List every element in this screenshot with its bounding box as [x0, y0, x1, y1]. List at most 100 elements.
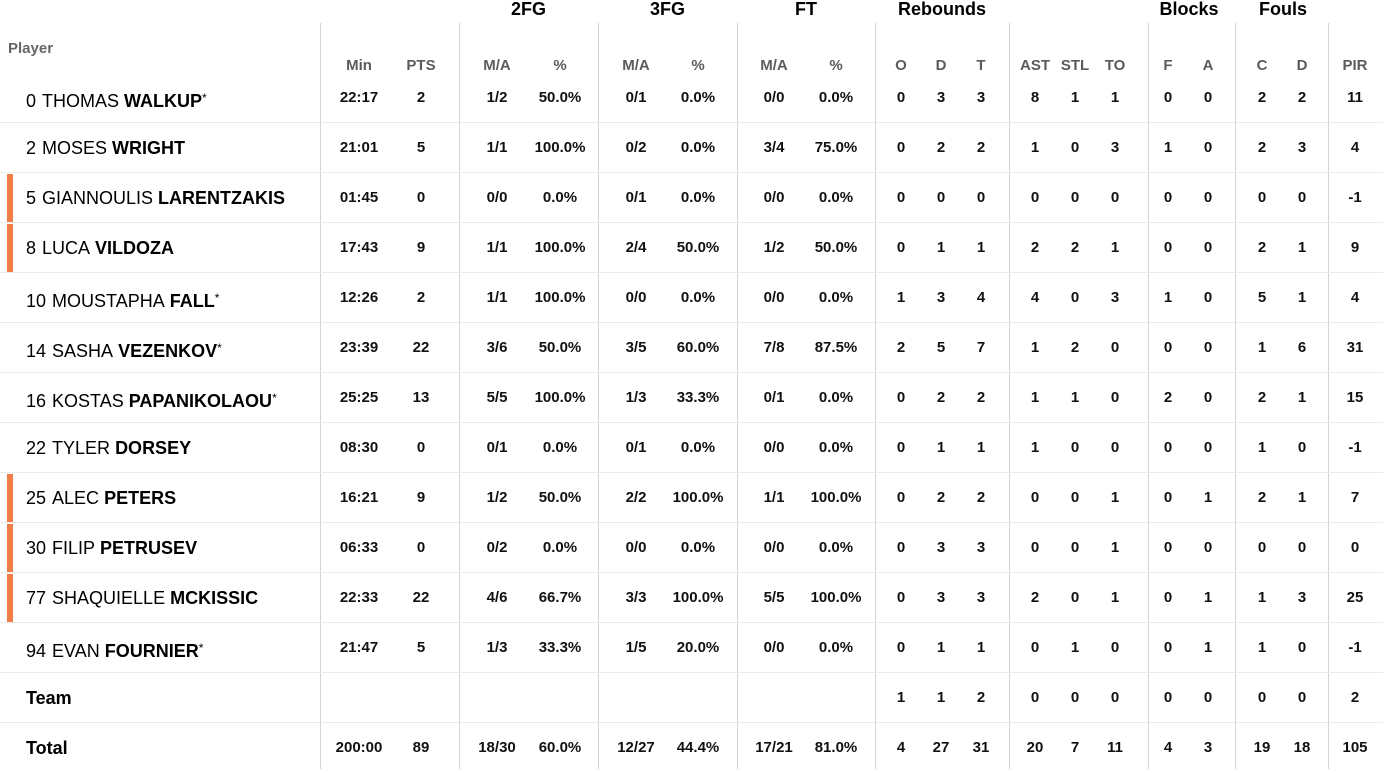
column-header-c[interactable]: C [1256, 57, 1268, 74]
stat-o: 0 [896, 539, 906, 556]
column-header-fg2-ma[interactable]: M/A [483, 57, 511, 74]
player-name-link[interactable]: 0 THOMAS WALKUP* [26, 73, 207, 123]
player-name-link[interactable]: 14 SASHA VEZENKOV* [26, 323, 222, 373]
player-number: 10 [26, 291, 47, 311]
starter-mark: * [217, 341, 222, 355]
column-header-t[interactable]: T [976, 57, 986, 74]
stat-fd: 2 [1297, 89, 1307, 106]
stat-to: 0 [1110, 189, 1120, 206]
stat-min: 01:45 [339, 189, 379, 206]
table-row: 2 MOSES WRIGHT 21:01 5 1/1 100.0% 0/2 0.0% 3/4 75.… [0, 123, 1383, 173]
column-header-fg2-pct[interactable]: % [553, 57, 567, 74]
stat-ft-pct: 0.0% [818, 639, 854, 656]
row-divider [0, 522, 1383, 523]
stat-t: 0 [976, 189, 986, 206]
stat-t: 31 [972, 739, 990, 756]
player-name-link[interactable]: 30 FILIP PETRUSEV [26, 523, 197, 573]
stat-t: 3 [976, 89, 986, 106]
column-header-pir[interactable]: PIR [1342, 57, 1368, 74]
column-header-a[interactable]: A [1202, 57, 1214, 74]
column-divider [1235, 23, 1236, 769]
row-divider [0, 622, 1383, 623]
player-first-name: ALEC [52, 488, 100, 508]
player-name-link[interactable]: 77 SHAQUIELLE MCKISSIC [26, 573, 258, 623]
stat-o: 0 [896, 639, 906, 656]
stat-pts: 5 [416, 639, 426, 656]
player-name-link[interactable]: 16 KOSTAS PAPANIKOLAOU* [26, 373, 277, 423]
stat-o: 0 [896, 439, 906, 456]
stat-pts: 2 [416, 89, 426, 106]
column-header-ast[interactable]: AST [1020, 57, 1050, 74]
player-last-name: WRIGHT [112, 138, 186, 158]
player-column-header[interactable]: Player [8, 40, 54, 57]
table-row: 10 MOUSTAPHA FALL* 12:26 2 1/1 100.0% 0/0 0.0% 0/… [0, 273, 1383, 323]
column-divider [598, 23, 599, 769]
stat-d: 3 [936, 539, 946, 556]
player-first-name: FILIP [52, 538, 96, 558]
stat-to: 1 [1110, 489, 1120, 506]
column-header-fg3-pct[interactable]: % [691, 57, 705, 74]
stat-ast: 0 [1030, 689, 1040, 706]
stat-min: 12:26 [339, 289, 379, 306]
column-header-d[interactable]: D [935, 57, 947, 74]
stat-ast: 0 [1030, 539, 1040, 556]
stat-fg3-ma: 0/1 [625, 89, 647, 106]
starter-mark: * [272, 391, 277, 405]
stat-stl: 2 [1070, 339, 1080, 356]
stat-a: 0 [1203, 89, 1213, 106]
group-header-rebounds: Rebounds [898, 0, 986, 19]
column-header-to[interactable]: TO [1104, 57, 1126, 74]
player-name-link[interactable]: 2 MOSES WRIGHT [26, 123, 185, 173]
stat-to: 0 [1110, 639, 1120, 656]
stat-ft-pct: 0.0% [818, 539, 854, 556]
row-divider [0, 122, 1383, 123]
stat-fd: 18 [1293, 739, 1311, 756]
stat-pts: 9 [416, 239, 426, 256]
player-name-link[interactable]: 8 LUCA VILDOZA [26, 223, 174, 273]
stat-pir: 15 [1346, 389, 1364, 406]
stat-stl: 2 [1070, 239, 1080, 256]
stat-t: 3 [976, 589, 986, 606]
column-header-min[interactable]: Min [346, 57, 372, 74]
stat-ast: 0 [1030, 489, 1040, 506]
column-divider [459, 23, 460, 769]
stat-fg3-pct: 50.0% [676, 239, 720, 256]
stat-fg2-ma: 1/3 [486, 639, 508, 656]
column-divider [1009, 23, 1010, 769]
player-name-link[interactable]: 5 GIANNOULIS LARENTZAKIS [26, 173, 285, 223]
stat-o: 0 [896, 89, 906, 106]
stat-a: 0 [1203, 339, 1213, 356]
player-last-name: WALKUP [124, 91, 203, 111]
stat-fg3-pct: 44.4% [676, 739, 720, 756]
column-header-stl[interactable]: STL [1060, 57, 1090, 74]
stat-to: 11 [1107, 739, 1123, 756]
column-header-ft-pct[interactable]: % [829, 57, 843, 74]
stat-ft-pct: 0.0% [818, 289, 854, 306]
stat-fd: 1 [1297, 289, 1307, 306]
stat-fg3-pct: 0.0% [680, 89, 716, 106]
player-last-name: FALL [169, 291, 215, 311]
stat-c: 2 [1257, 239, 1267, 256]
stat-d: 1 [936, 689, 946, 706]
stat-f: 1 [1163, 289, 1173, 306]
stat-ft-pct: 87.5% [814, 339, 858, 356]
player-first-name: SASHA [52, 341, 114, 361]
column-header-f[interactable]: F [1163, 57, 1173, 74]
player-name-link[interactable]: 25 ALEC PETERS [26, 473, 176, 523]
stat-ft-pct: 100.0% [810, 589, 862, 606]
player-name-link[interactable]: 22 TYLER DORSEY [26, 423, 191, 473]
stat-stl: 0 [1070, 289, 1080, 306]
column-header-fd[interactable]: D [1296, 57, 1308, 74]
player-name-link[interactable]: 10 MOUSTAPHA FALL* [26, 273, 219, 323]
starter-mark: * [214, 291, 220, 305]
stat-f: 4 [1163, 739, 1173, 756]
column-header-pts[interactable]: PTS [406, 57, 436, 74]
stat-t: 2 [976, 389, 986, 406]
player-name-link[interactable]: 94 EVAN FOURNIER* [26, 623, 203, 673]
column-header-o[interactable]: O [895, 57, 907, 74]
stat-fg3-ma: 0/2 [625, 139, 647, 156]
column-header-fg3-ma[interactable]: M/A [622, 57, 650, 74]
column-header-ft-ma[interactable]: M/A [760, 57, 788, 74]
stat-stl: 1 [1070, 89, 1080, 106]
